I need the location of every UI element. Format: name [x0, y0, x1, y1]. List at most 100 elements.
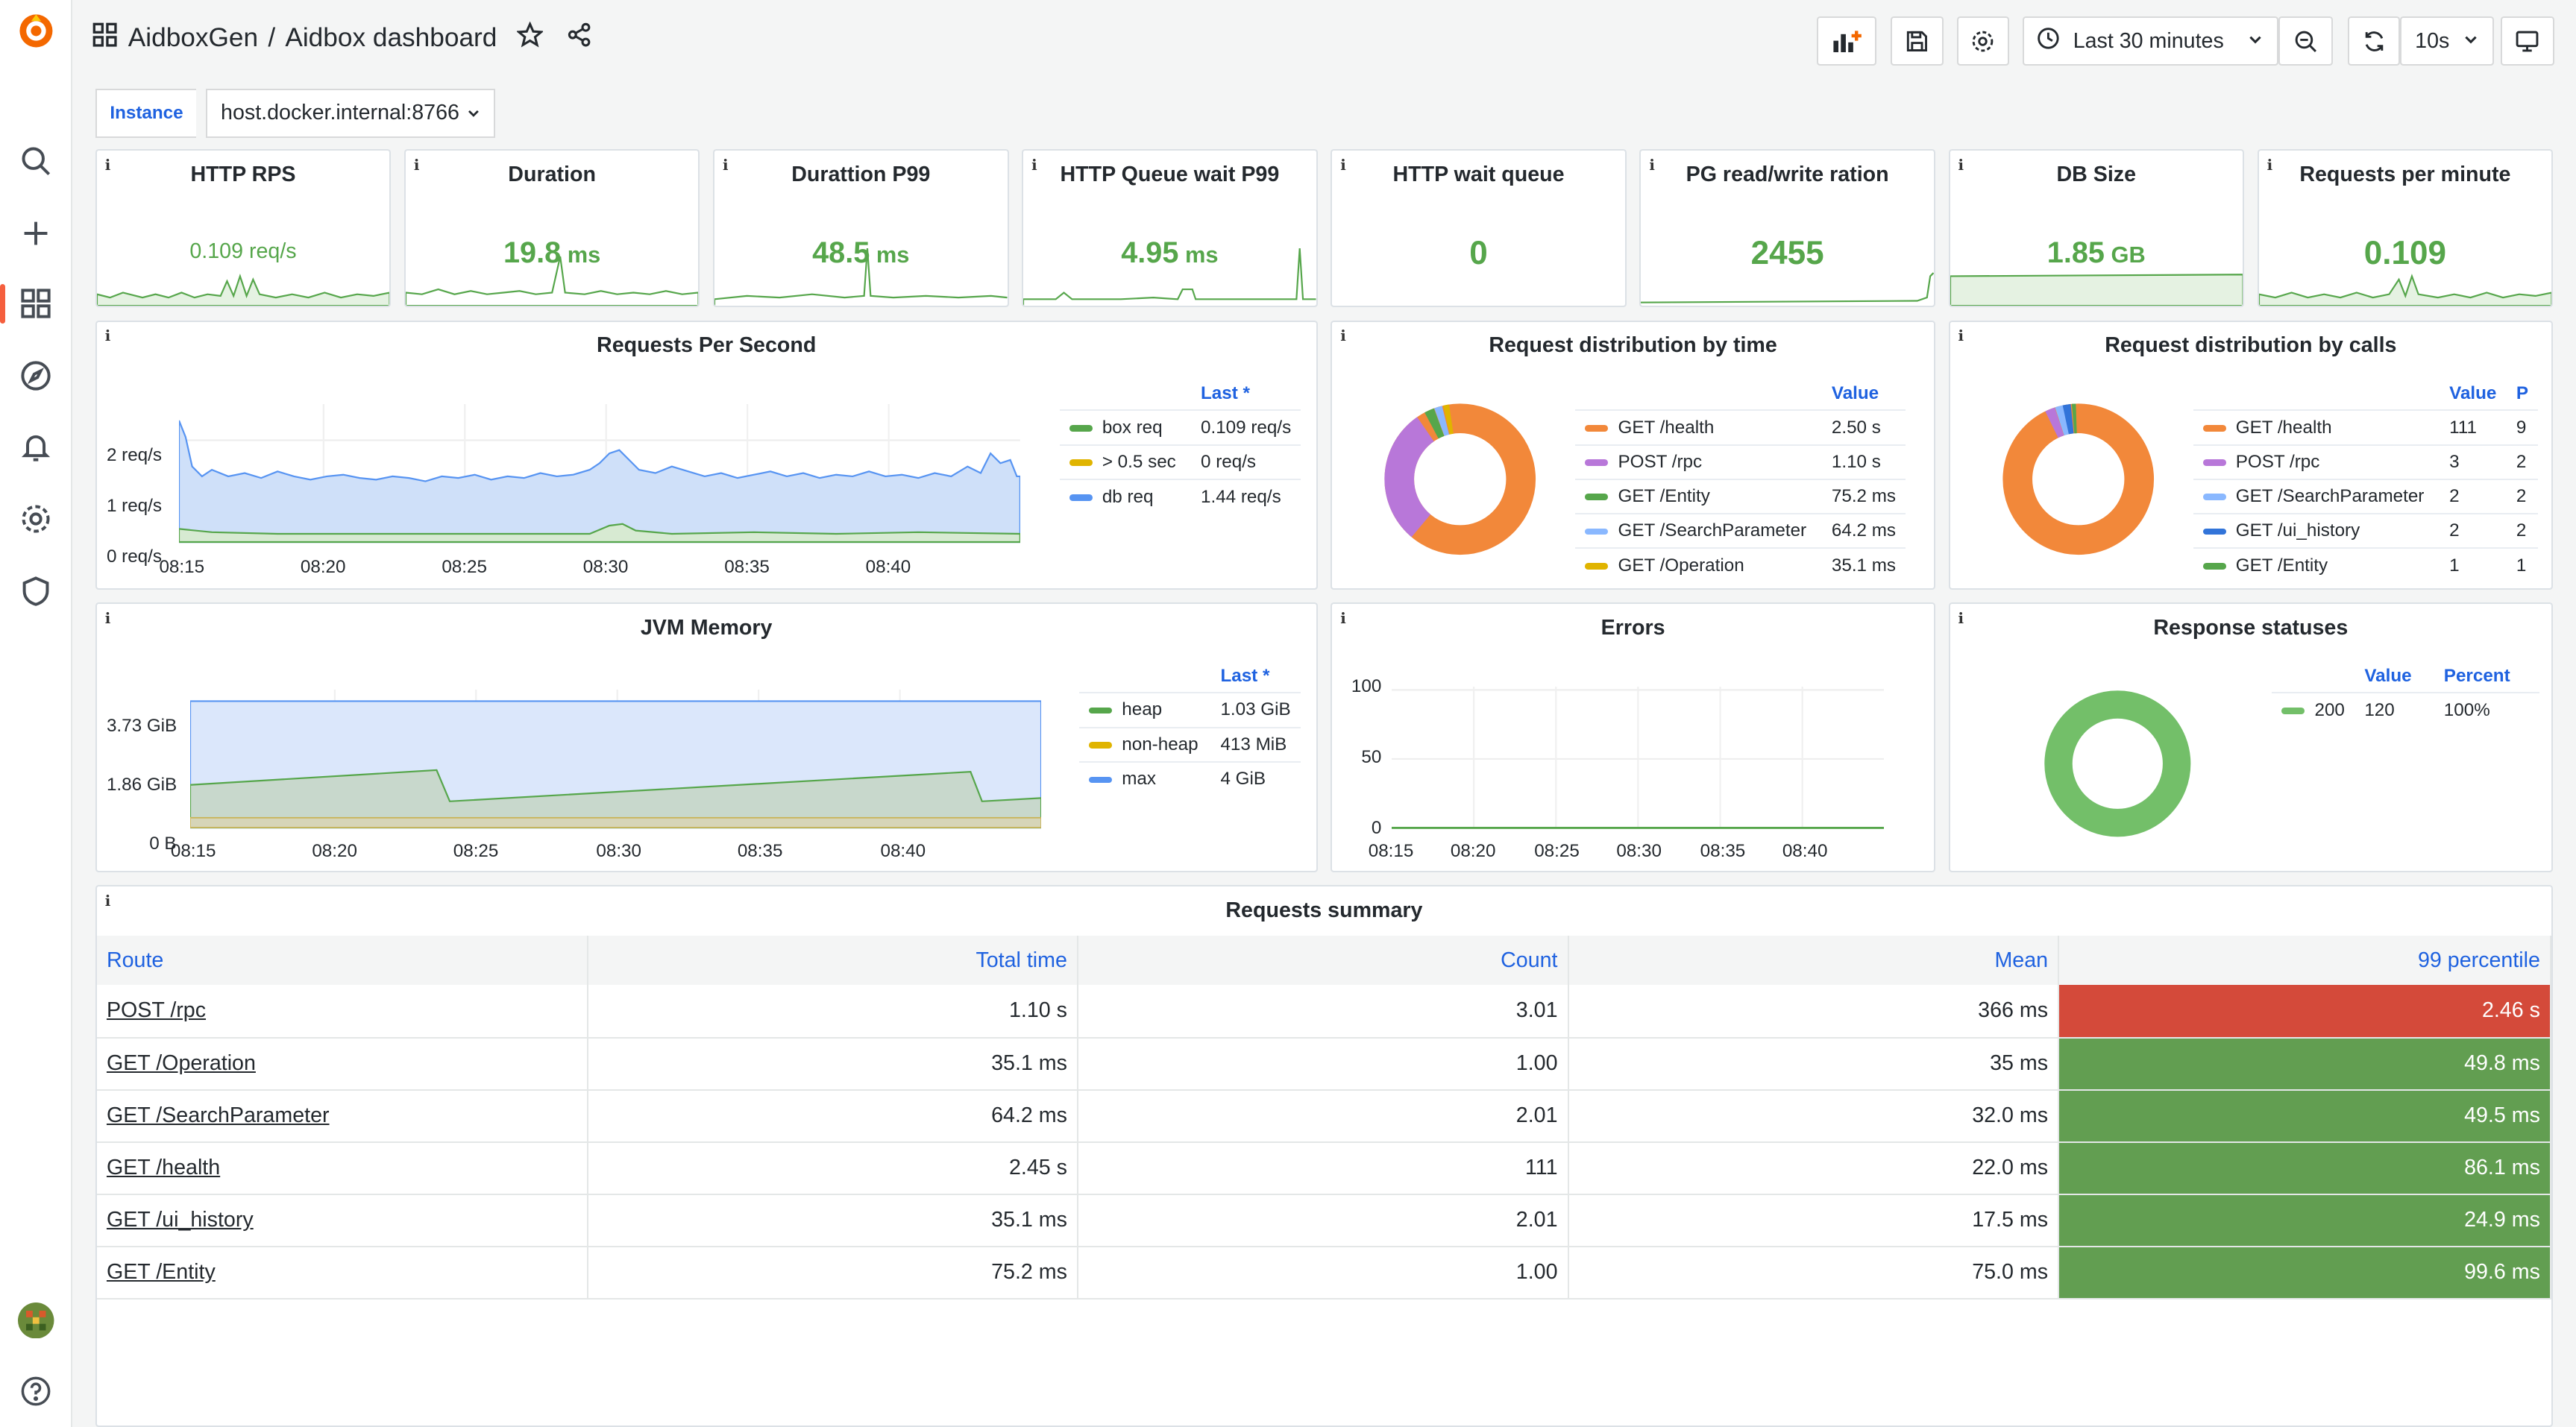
info-icon[interactable]: i [104, 609, 111, 628]
panel-requests-per-second[interactable]: i Requests Per Second 2 req/s 1 req/s 0 … [95, 320, 1318, 590]
legend-item[interactable]: POST /rpc 3 2 [2193, 444, 2539, 479]
stat-panel-http-wait-queue[interactable]: i HTTP wait queue 0 [1331, 149, 1627, 307]
column-header-total-time[interactable]: Total time [587, 936, 1079, 986]
legend-item[interactable]: GET /health 2.50 s [1575, 409, 1906, 445]
legend-item[interactable]: GET /Entity 75.2 ms [1575, 478, 1906, 514]
info-icon[interactable]: i [104, 156, 111, 174]
info-icon[interactable]: i [1649, 156, 1655, 174]
stat-panel-duration-p99[interactable]: i Durattion P99 48.5 ms [713, 149, 1009, 307]
legend-header[interactable]: Last * [1220, 665, 1270, 686]
legend-item[interactable]: GET /ui_history 2 2 [2193, 513, 2539, 549]
grafana-logo-icon[interactable] [13, 8, 60, 54]
info-icon[interactable]: i [1340, 609, 1346, 628]
p99-cell: 2.46 s [2058, 985, 2552, 1039]
p99-cell: 49.8 ms [2058, 1037, 2552, 1091]
add-panel-button[interactable] [1817, 16, 1876, 66]
route-link[interactable]: GET /Entity [96, 1246, 588, 1300]
legend-item[interactable]: GET /Entity 1 1 [2193, 547, 2539, 583]
info-icon[interactable]: i [104, 891, 111, 910]
legend-header[interactable]: Value [2364, 665, 2412, 686]
panel-jvm-memory[interactable]: i JVM Memory 3.73 GiB 1.86 GiB 0 B 08:15… [95, 602, 1318, 872]
route-link[interactable]: GET /SearchParameter [96, 1089, 588, 1143]
stat-panel-http-rps[interactable]: i HTTP RPS 0.109 req/s [95, 149, 392, 307]
route-link[interactable]: POST /rpc [96, 985, 588, 1039]
legend-item[interactable]: POST /rpc 1.10 s [1575, 444, 1906, 479]
star-icon[interactable] [515, 21, 544, 54]
legend-header[interactable]: Value [2449, 382, 2497, 403]
panel-distribution-by-time[interactable]: i Request distribution by time Value GET… [1331, 320, 1935, 590]
stat-panel-db-size[interactable]: i DB Size 1.85 GB [1948, 149, 2245, 307]
legend-item[interactable]: non-heap 413 MiB [1079, 726, 1301, 762]
legend-item[interactable]: GET /SearchParameter 64.2 ms [1575, 513, 1906, 549]
route-link[interactable]: GET /health [96, 1141, 588, 1195]
info-icon[interactable]: i [1031, 156, 1037, 174]
stat-value: 0 [1469, 234, 1488, 271]
legend-item[interactable]: max 4 GiB [1079, 760, 1301, 797]
refresh-button[interactable] [2347, 16, 2401, 66]
shield-icon[interactable] [13, 568, 60, 614]
x-tick: 08:40 [880, 840, 926, 861]
variable-label: Instance [95, 88, 197, 139]
user-avatar[interactable] [13, 1297, 60, 1343]
panel-title: PG read/write ration [1686, 162, 1889, 186]
panel-errors[interactable]: i Errors 100 50 0 08:15 08:20 08:25 08:3… [1331, 602, 1935, 872]
info-icon[interactable]: i [1340, 327, 1346, 345]
legend-item[interactable]: GET /Operation 35.1 ms [1575, 547, 1906, 583]
folder-link[interactable]: AidboxGen [128, 22, 259, 52]
stat-value: 4.95 ms [1121, 236, 1219, 269]
panel-response-statuses[interactable]: i Response statuses Value Percent 200 120 1… [1948, 602, 2554, 872]
legend-header[interactable]: Value [1831, 382, 1879, 403]
settings-gear-icon[interactable] [13, 496, 60, 542]
dashboard-title[interactable]: Aidbox dashboard [285, 22, 497, 52]
column-header-count[interactable]: Count [1078, 936, 1569, 986]
legend-item[interactable]: 200 120 100% [2272, 692, 2539, 728]
explore-compass-icon[interactable] [13, 353, 60, 400]
dashboards-icon[interactable] [0, 281, 60, 327]
route-link[interactable]: GET /ui_history [96, 1194, 588, 1247]
legend-item[interactable]: box req 0.109 req/s [1059, 409, 1301, 445]
stat-panel-requests-per-minute[interactable]: i Requests per minute 0.109 [2257, 149, 2554, 307]
info-icon[interactable]: i [1340, 156, 1346, 174]
stat-panel-pg-read-write[interactable]: i PG read/write ration 2455 [1639, 149, 1935, 307]
legend-header[interactable]: P [2516, 382, 2528, 403]
refresh-interval-picker[interactable]: 10s [2400, 16, 2494, 66]
help-icon[interactable] [13, 1368, 60, 1414]
info-icon[interactable]: i [2266, 156, 2273, 174]
panel-requests-summary[interactable]: i Requests summary Route Total time Coun… [95, 885, 2554, 1427]
legend-item[interactable]: heap 1.03 GiB [1079, 692, 1301, 728]
panel-distribution-by-calls[interactable]: i Request distribution by calls Value P G… [1948, 320, 2554, 590]
legend-header[interactable]: Percent [2443, 665, 2510, 686]
time-range-picker[interactable]: Last 30 minutes [2022, 16, 2279, 66]
legend-item[interactable]: GET /health 111 9 [2193, 409, 2539, 445]
legend-item[interactable]: > 0.5 sec 0 req/s [1059, 444, 1301, 479]
info-icon[interactable]: i [1958, 327, 1964, 345]
zoom-out-button[interactable] [2278, 16, 2333, 66]
stat-panel-queue-wait-p99[interactable]: i HTTP Queue wait P99 4.95 ms [1022, 149, 1318, 307]
alerting-bell-icon[interactable] [13, 423, 60, 470]
panel-title: Durattion P99 [791, 162, 931, 186]
column-header-p99[interactable]: 99 percentile [2058, 936, 2552, 986]
legend-item[interactable]: db req 1.44 req/s [1059, 478, 1301, 514]
plus-icon[interactable] [13, 210, 60, 256]
info-icon[interactable]: i [104, 327, 111, 345]
search-icon[interactable] [13, 138, 60, 184]
column-header-route[interactable]: Route [96, 936, 588, 986]
info-icon[interactable]: i [1958, 609, 1964, 628]
legend-item[interactable]: GET /SearchParameter 2 2 [2193, 478, 2539, 514]
legend-header[interactable]: Last * [1201, 382, 1250, 403]
stat-value: 1.85 GB [2046, 236, 2146, 269]
p99-cell: 99.6 ms [2058, 1246, 2552, 1300]
y-axis: 3.73 GiB 1.86 GiB 0 B [107, 696, 177, 871]
info-icon[interactable]: i [413, 156, 420, 174]
info-icon[interactable]: i [723, 156, 729, 174]
column-header-mean[interactable]: Mean [1568, 936, 2060, 986]
x-tick: 08:25 [1534, 840, 1580, 861]
save-dashboard-button[interactable] [1891, 16, 1944, 66]
dashboard-settings-button[interactable] [1956, 16, 2010, 66]
tv-mode-button[interactable] [2500, 16, 2555, 66]
share-icon[interactable] [566, 22, 592, 54]
route-link[interactable]: GET /Operation [96, 1037, 588, 1091]
info-icon[interactable]: i [1958, 156, 1964, 174]
instance-select[interactable]: host.docker.internal:8766 [206, 88, 496, 139]
stat-panel-duration[interactable]: i Duration 19.8 ms [403, 149, 700, 307]
